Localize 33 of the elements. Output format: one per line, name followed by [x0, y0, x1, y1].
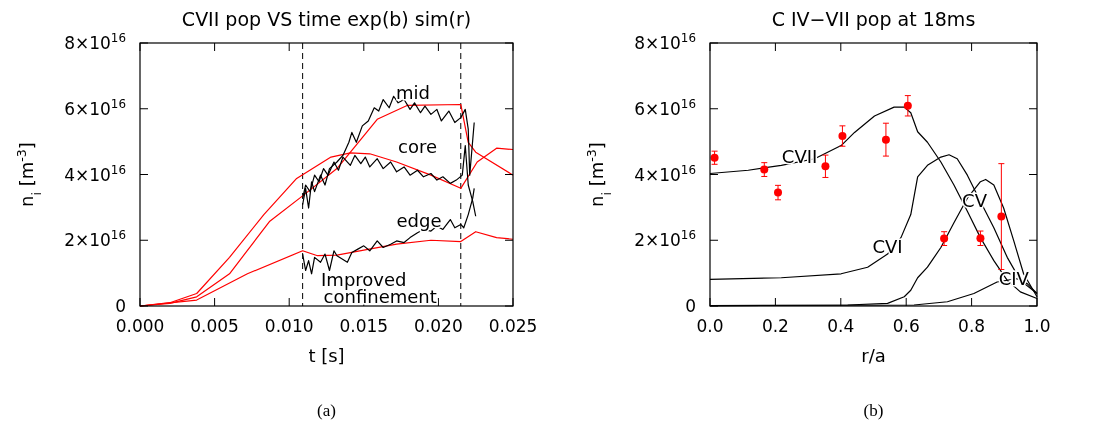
annotation: mid	[396, 81, 431, 103]
annotation: CVII	[781, 146, 818, 168]
chart-title: C IV−VII pop at 18ms	[771, 8, 976, 30]
x-axis-title: t [s]	[308, 345, 345, 366]
x-tick-label: 0.010	[264, 316, 314, 336]
x-tick-label: 0.2	[761, 316, 789, 336]
annotation: Improved	[321, 269, 407, 291]
y-tick-label: 0	[115, 296, 126, 316]
annotation: edge	[396, 210, 442, 232]
y-tick-label: 4×10$^{16}$	[634, 162, 696, 185]
x-tick-label: 0.025	[488, 316, 538, 336]
y-tick-label: 2×10$^{16}$	[634, 228, 696, 251]
y-tick-label: 8×10$^{16}$	[634, 31, 696, 53]
x-tick-label: 0.020	[414, 316, 463, 336]
y-tick-label: 4×10$^{16}$	[64, 162, 126, 185]
x-tick-label: 0.4	[827, 316, 855, 336]
text: (a)	[317, 401, 336, 420]
x-tick-label: 0.015	[339, 316, 389, 336]
annotation: core	[398, 136, 438, 158]
x-tick-label: 0.6	[892, 316, 920, 336]
x-tick-label: 0.000	[115, 316, 165, 336]
x-axis-title: r/a	[861, 345, 886, 366]
x-tick-label: 1.0	[1023, 316, 1051, 336]
text: (b)	[863, 401, 884, 420]
y-tick-label: 2×10$^{16}$	[64, 228, 126, 251]
x-tick-label: 0.0	[696, 316, 724, 336]
y-tick-label: 0	[685, 296, 696, 316]
y-tick-label: 6×10$^{16}$	[64, 96, 126, 119]
chart-title: CVII pop VS time exp(b) sim(r)	[181, 8, 472, 30]
y-tick-label: 6×10$^{16}$	[634, 96, 696, 119]
x-tick-label: 0.8	[958, 316, 986, 336]
y-tick-label: 8×10$^{16}$	[64, 31, 126, 53]
x-tick-label: 0.005	[190, 316, 239, 336]
